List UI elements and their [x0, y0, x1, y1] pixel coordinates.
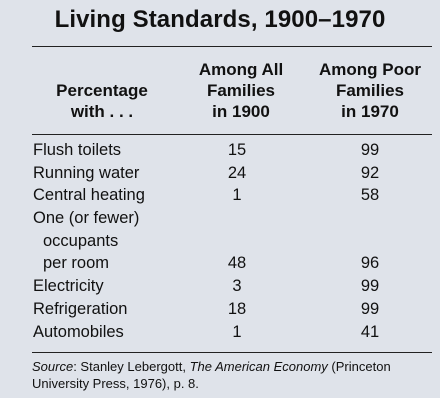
top-rule	[32, 46, 432, 47]
value-1900: 1	[232, 186, 242, 205]
row-label: occupants	[43, 231, 119, 250]
source-book-title: The American Economy	[189, 359, 328, 374]
value-1970: 99	[360, 141, 380, 159]
table-row: Electricity 3 99	[0, 275, 440, 298]
row-label: Refrigeration	[33, 299, 128, 318]
table-row: Running water 24 92	[0, 162, 440, 185]
row-label: per room	[43, 254, 110, 273]
table-row-label-continued: One (or fewer)	[0, 207, 440, 230]
row-label: Electricity	[33, 277, 104, 296]
column-header-line: Families	[335, 81, 405, 100]
source-text: (Princeton University Press, 1976), p. 8…	[32, 359, 391, 391]
row-label: Automobiles	[33, 322, 124, 341]
table-title: Living Standards, 1900–1970	[54, 6, 386, 33]
value-1970: 92	[360, 163, 380, 182]
table-row-label-continued: occupants	[0, 230, 440, 253]
column-header-all-families-1900: Among All Families in 1900	[186, 59, 296, 122]
row-label: One (or fewer)	[33, 209, 140, 228]
table-panel: Living Standards, 1900–1970 Percentage w…	[0, 0, 440, 398]
value-1970: 99	[360, 299, 380, 318]
column-header-poor-families-1970: Among Poor Families in 1970	[310, 59, 430, 122]
column-header-line: Families	[206, 81, 276, 100]
table-row: per room 48 96	[0, 252, 440, 275]
column-header-line: in 1970	[341, 102, 399, 121]
row-label: Running water	[33, 163, 140, 182]
value-1970: 58	[360, 186, 380, 205]
value-1900: 15	[227, 141, 247, 159]
source-text: : Stanley Lebergott,	[73, 359, 190, 374]
column-header-percentage: Percentage with . . .	[32, 80, 172, 122]
column-header-line: Percentage	[56, 81, 148, 100]
source-note: Source: Stanley Lebergott, The American …	[32, 358, 436, 392]
row-label: Flush toilets	[33, 141, 122, 159]
column-header-line: Among Poor	[319, 60, 421, 79]
value-1900: 24	[227, 163, 247, 182]
value-1900: 3	[232, 277, 242, 296]
column-header-line: with . . .	[70, 102, 134, 121]
value-1970: 99	[360, 277, 380, 296]
column-header-line: in 1900	[212, 102, 270, 121]
value-1970: 41	[360, 322, 380, 341]
header-rule	[32, 134, 432, 135]
table-row: Central heating 1 58	[0, 184, 440, 207]
value-1900: 18	[227, 299, 247, 318]
table-body: Flush toilets 15 99 Running water 24 92 …	[0, 139, 440, 343]
value-1970: 96	[360, 254, 380, 273]
value-1900: 48	[227, 254, 247, 273]
column-header-line: Among All	[198, 60, 284, 79]
source-prefix: Source	[32, 359, 74, 374]
bottom-rule	[32, 352, 432, 353]
table-row: Refrigeration 18 99	[0, 298, 440, 321]
table-row: Flush toilets 15 99	[0, 139, 440, 162]
table-row: Automobiles 1 41	[0, 321, 440, 344]
row-label: Central heating	[33, 186, 145, 205]
value-1900: 1	[232, 322, 242, 341]
